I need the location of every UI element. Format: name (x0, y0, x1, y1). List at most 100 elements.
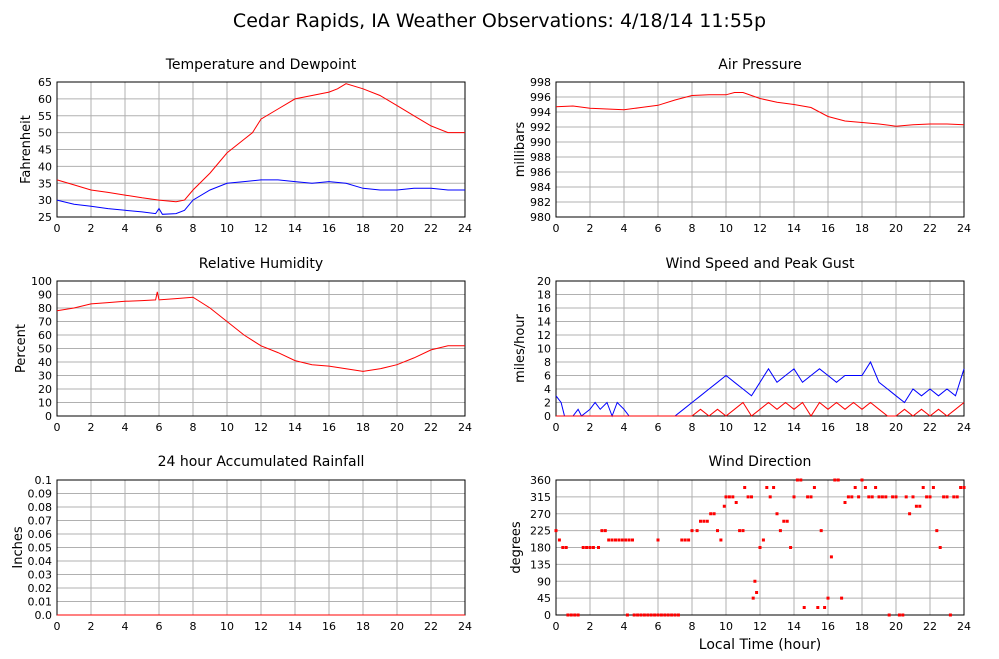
data-point (870, 495, 874, 499)
data-point (775, 512, 779, 516)
series-line-wind-1 (556, 401, 965, 417)
x-tick-label: 6 (156, 620, 163, 633)
x-tick-label: 16 (821, 222, 835, 235)
data-point (867, 495, 871, 499)
data-point (656, 613, 660, 617)
data-point (676, 613, 680, 617)
y-tick-label: 0 (45, 410, 52, 423)
data-point (921, 486, 925, 489)
y-tick-label: 0.07 (28, 515, 53, 528)
x-tick-label: 18 (855, 620, 869, 633)
data-point (734, 501, 738, 504)
data-point (908, 512, 912, 516)
data-point (809, 495, 813, 499)
x-tick-label: 12 (254, 620, 268, 633)
data-point (918, 504, 922, 508)
x-tick-label: 10 (719, 421, 733, 434)
y-tick-label: 998 (530, 76, 551, 89)
x-tick-label: 14 (787, 620, 801, 633)
y-tick-label: 6 (544, 370, 551, 383)
data-point (607, 538, 611, 542)
y-tick-label: 80 (38, 302, 52, 315)
x-tick-label: 10 (719, 620, 733, 633)
y-axis-label-temp: Fahrenheit (19, 115, 34, 184)
x-tick-label: 20 (889, 421, 903, 434)
data-point (938, 546, 942, 549)
data-point (785, 519, 789, 523)
data-point (632, 613, 636, 617)
x-tick-label: 22 (424, 620, 438, 633)
x-tick-label: 0 (553, 222, 560, 235)
x-tick-label: 4 (621, 421, 628, 434)
data-point (576, 613, 580, 617)
x-tick-label: 16 (821, 620, 835, 633)
data-point (705, 519, 709, 523)
x-tick-label: 8 (689, 222, 696, 235)
data-point (719, 538, 723, 542)
x-tick-label: 22 (424, 222, 438, 235)
y-tick-label: 984 (530, 181, 551, 194)
data-point (772, 486, 776, 489)
data-point (962, 486, 966, 489)
y-tick-label: 55 (38, 110, 52, 123)
data-point (952, 495, 956, 499)
data-point (670, 613, 674, 617)
data-point (761, 538, 765, 542)
data-point (743, 486, 747, 489)
x-tick-label: 18 (356, 620, 370, 633)
x-tick-label: 24 (957, 620, 971, 633)
y-tick-label: 40 (38, 356, 52, 369)
y-tick-label: 982 (530, 196, 551, 209)
x-tick-label: 14 (288, 222, 302, 235)
x-tick-label: 18 (855, 421, 869, 434)
data-point (627, 538, 631, 542)
x-tick-label: 16 (322, 421, 336, 434)
data-point (603, 529, 607, 533)
data-point (649, 613, 653, 617)
plot-frame (56, 81, 466, 218)
data-point (931, 486, 935, 489)
data-point (631, 538, 634, 542)
data-point (687, 538, 691, 542)
data-point (850, 495, 854, 499)
x-tick-label: 2 (587, 222, 594, 235)
data-point (554, 529, 558, 533)
data-point (716, 529, 719, 533)
y-tick-label: 45 (38, 144, 52, 157)
data-point (853, 486, 857, 489)
y-tick-label: 992 (530, 121, 551, 134)
data-point (880, 495, 884, 499)
data-point (836, 478, 840, 482)
y-tick-label: 994 (530, 106, 551, 119)
y-axis-label-rain: Inches (11, 526, 26, 568)
x-tick-label: 4 (122, 222, 129, 235)
x-tick-label: 10 (719, 222, 733, 235)
x-tick-label: 24 (957, 421, 971, 434)
y-tick-label: 12 (537, 329, 551, 342)
data-point (887, 613, 891, 617)
x-tick-label: 16 (322, 222, 336, 235)
data-point (826, 596, 830, 600)
y-tick-label: 0.01 (28, 596, 53, 609)
x-tick-label: 2 (88, 222, 95, 235)
data-point (573, 613, 577, 617)
data-point (680, 538, 684, 542)
data-point (673, 613, 677, 617)
y-tick-label: 0 (544, 410, 551, 423)
figure-title: Cedar Rapids, IA Weather Observations: 4… (233, 10, 766, 32)
data-point (799, 478, 803, 482)
data-point (557, 538, 561, 542)
plot-frame (555, 280, 965, 417)
x-tick-label: 20 (889, 222, 903, 235)
chart-title-wind: Wind Speed and Peak Gust (666, 256, 855, 272)
data-point (928, 495, 932, 499)
x-tick-label: 16 (322, 620, 336, 633)
y-axis-label-humidity: Percent (14, 324, 29, 373)
y-tick-label: 30 (38, 370, 52, 383)
x-tick-label: 0 (54, 620, 61, 633)
data-point (646, 613, 650, 617)
y-tick-label: 45 (537, 592, 551, 605)
x-tick-label: 4 (621, 222, 628, 235)
